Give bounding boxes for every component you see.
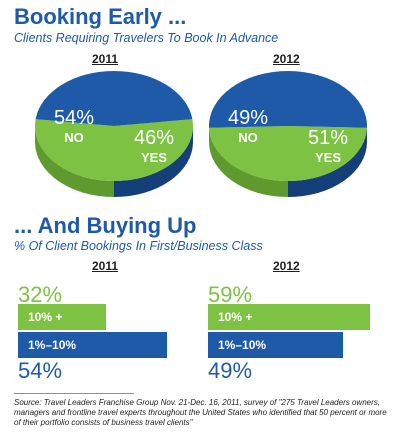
bar-chart-2012: 59% 10% +1%–10% 49% — [208, 284, 383, 404]
bar-2011-10plus: 10% + — [18, 304, 106, 330]
pie-2012-slice-yes — [209, 71, 367, 128]
pie-2012-depth-blue — [288, 126, 367, 197]
bar-2011-value-10plus: 32% — [18, 282, 63, 307]
pie-chart-2011-svg: 54%NO 46%YES — [35, 70, 193, 197]
pie-2011-year: 2011 — [92, 52, 119, 66]
bar-2012-value-1to10: 49% — [208, 358, 253, 383]
source-note: Source: Travel Leaders Franchise Group N… — [14, 398, 387, 427]
pie-2011-slice-yes — [35, 70, 193, 126]
booking-early-title: Booking Early ... — [14, 4, 187, 29]
pie-chart-2011: 54% NO 46% YES — [28, 58, 203, 208]
bar-chart-2011: 32% 10% +1%–10% 54% — [18, 284, 193, 404]
pie-2012-yes-percent: 51% — [308, 127, 348, 149]
pie-2011-yes-percent: 46% — [134, 127, 174, 149]
pie-2011-no-percent: 54% — [54, 107, 94, 129]
pie-chart-2012-svg: 49%NO 51%YES — [209, 71, 367, 197]
pie-2012-yes-label: YES — [315, 150, 341, 165]
pie-2012-depth-green — [209, 126, 288, 197]
pie-2012-slice-no — [209, 126, 367, 182]
pie-2011-yes-label: YES — [141, 150, 167, 165]
pie-2011-no-label: NO — [64, 130, 84, 145]
pie-2011-depth-green — [35, 126, 114, 197]
bar-2011-value-1to10: 54% — [18, 358, 63, 383]
pie-2011-depth-blue — [114, 126, 193, 197]
bar-2012-1to10: 1%–10% — [208, 332, 343, 358]
buying-up-subtitle: % Of Client Bookings In First/Business C… — [14, 239, 263, 253]
booking-early-subtitle: Clients Requiring Travelers To Book In A… — [14, 31, 279, 45]
bar-2011-1to10: 1%–10% — [18, 332, 167, 358]
pie-2012-no-percent: 49% — [228, 107, 268, 129]
pie-2012-no-label: NO — [238, 130, 258, 145]
pie-2012-year: 2012 — [273, 52, 300, 66]
bar-2011-year: 2011 — [92, 259, 119, 273]
bar-2012-value-10plus: 59% — [208, 282, 253, 307]
pie-chart-2012: 49% NO 51% YES — [202, 58, 377, 208]
buying-up-title: ... And Buying Up — [14, 213, 197, 238]
pie-2011-slice-no — [35, 119, 193, 181]
bar-2012-year: 2012 — [273, 259, 300, 273]
bar-2012-10plus: 10% + — [208, 304, 371, 330]
source-divider — [14, 393, 134, 394]
